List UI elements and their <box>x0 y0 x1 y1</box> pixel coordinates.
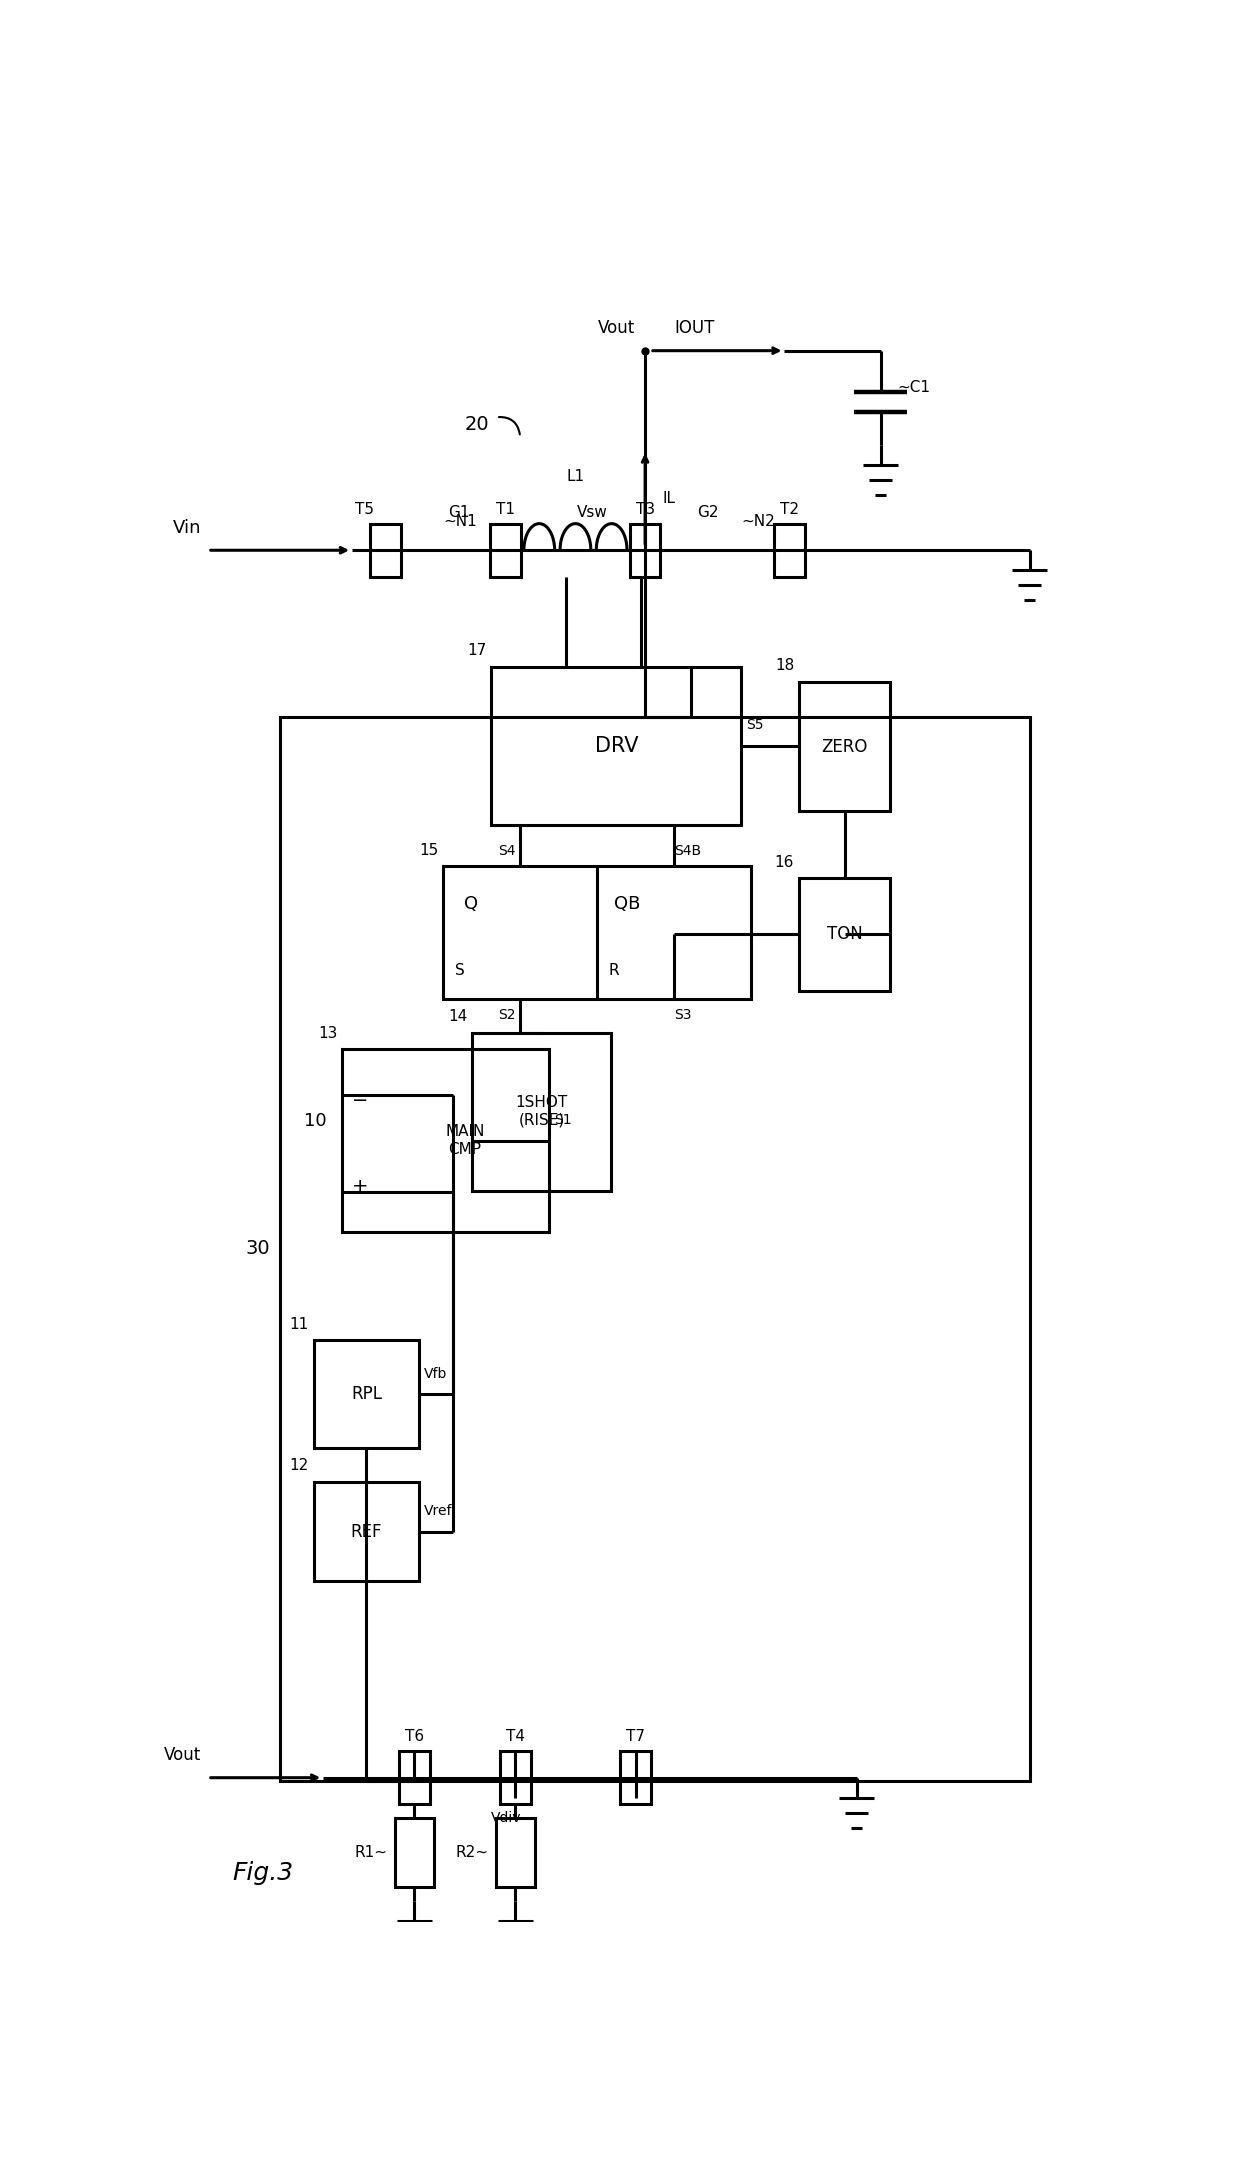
Bar <box>491 667 742 825</box>
Text: −: − <box>352 1091 368 1110</box>
Text: 15: 15 <box>419 842 439 858</box>
Text: 1SHOT
(RISE): 1SHOT (RISE) <box>516 1095 568 1128</box>
Bar <box>280 717 1029 1782</box>
Bar <box>496 1817 534 1888</box>
Text: +: + <box>352 1177 368 1197</box>
Text: T5: T5 <box>355 501 374 516</box>
Text: G1: G1 <box>448 505 470 521</box>
Text: ~C1: ~C1 <box>898 380 931 395</box>
Text: ~N1: ~N1 <box>444 514 477 529</box>
Text: 30: 30 <box>246 1240 270 1259</box>
Text: T4: T4 <box>506 1730 525 1745</box>
Bar <box>472 1032 611 1190</box>
Text: REF: REF <box>351 1523 382 1540</box>
Text: S5: S5 <box>746 719 764 732</box>
Text: 10: 10 <box>304 1112 326 1130</box>
Text: G2: G2 <box>697 505 718 521</box>
Bar <box>799 683 890 812</box>
Text: IL: IL <box>662 490 676 505</box>
Bar <box>314 1339 419 1449</box>
Text: T2: T2 <box>780 501 799 516</box>
Bar <box>774 523 805 577</box>
Text: 13: 13 <box>319 1026 337 1041</box>
Bar <box>371 523 401 577</box>
Text: R2~: R2~ <box>455 1845 489 1860</box>
Text: S1: S1 <box>554 1112 572 1128</box>
Text: TON: TON <box>827 924 862 944</box>
Text: QB: QB <box>614 894 641 912</box>
Bar <box>620 1752 651 1804</box>
Text: IOUT: IOUT <box>675 320 714 337</box>
Text: L1: L1 <box>567 469 584 484</box>
Text: Vout: Vout <box>164 1747 201 1765</box>
Text: S4B: S4B <box>675 845 701 858</box>
Text: S2: S2 <box>498 1007 516 1022</box>
Text: R: R <box>609 963 619 978</box>
Text: S3: S3 <box>675 1007 692 1022</box>
Text: Vfb: Vfb <box>424 1367 448 1380</box>
Text: DRV: DRV <box>594 737 639 756</box>
Text: MAIN
CMP: MAIN CMP <box>445 1125 485 1158</box>
Text: Q: Q <box>465 894 479 912</box>
Text: T3: T3 <box>636 501 655 516</box>
Text: T7: T7 <box>626 1730 645 1745</box>
Text: Vdiv: Vdiv <box>491 1810 521 1825</box>
Text: Vref: Vref <box>424 1503 453 1518</box>
Text: Fig.3: Fig.3 <box>232 1860 293 1884</box>
Text: S4: S4 <box>498 845 516 858</box>
Text: T1: T1 <box>496 501 516 516</box>
Text: Vout: Vout <box>598 320 635 337</box>
Bar <box>314 1482 419 1581</box>
Text: 17: 17 <box>467 644 486 659</box>
Text: 11: 11 <box>289 1318 309 1333</box>
Text: 14: 14 <box>448 1009 467 1024</box>
Text: Vsw: Vsw <box>577 505 608 521</box>
Text: 16: 16 <box>775 855 794 870</box>
Text: 12: 12 <box>289 1458 309 1473</box>
Text: Vin: Vin <box>172 518 201 538</box>
Bar <box>396 1817 434 1888</box>
Text: R1~: R1~ <box>355 1845 388 1860</box>
Bar <box>342 1050 549 1231</box>
Bar <box>490 523 521 577</box>
Text: 18: 18 <box>775 659 794 674</box>
Text: 20: 20 <box>465 415 490 434</box>
Bar <box>444 866 750 1000</box>
Bar <box>399 1752 430 1804</box>
Text: RPL: RPL <box>351 1385 382 1404</box>
Text: S: S <box>455 963 465 978</box>
Text: T6: T6 <box>405 1730 424 1745</box>
Bar <box>500 1752 531 1804</box>
Bar <box>799 877 890 991</box>
Text: ZERO: ZERO <box>821 737 868 756</box>
Text: ~N2: ~N2 <box>742 514 775 529</box>
Bar <box>630 523 661 577</box>
